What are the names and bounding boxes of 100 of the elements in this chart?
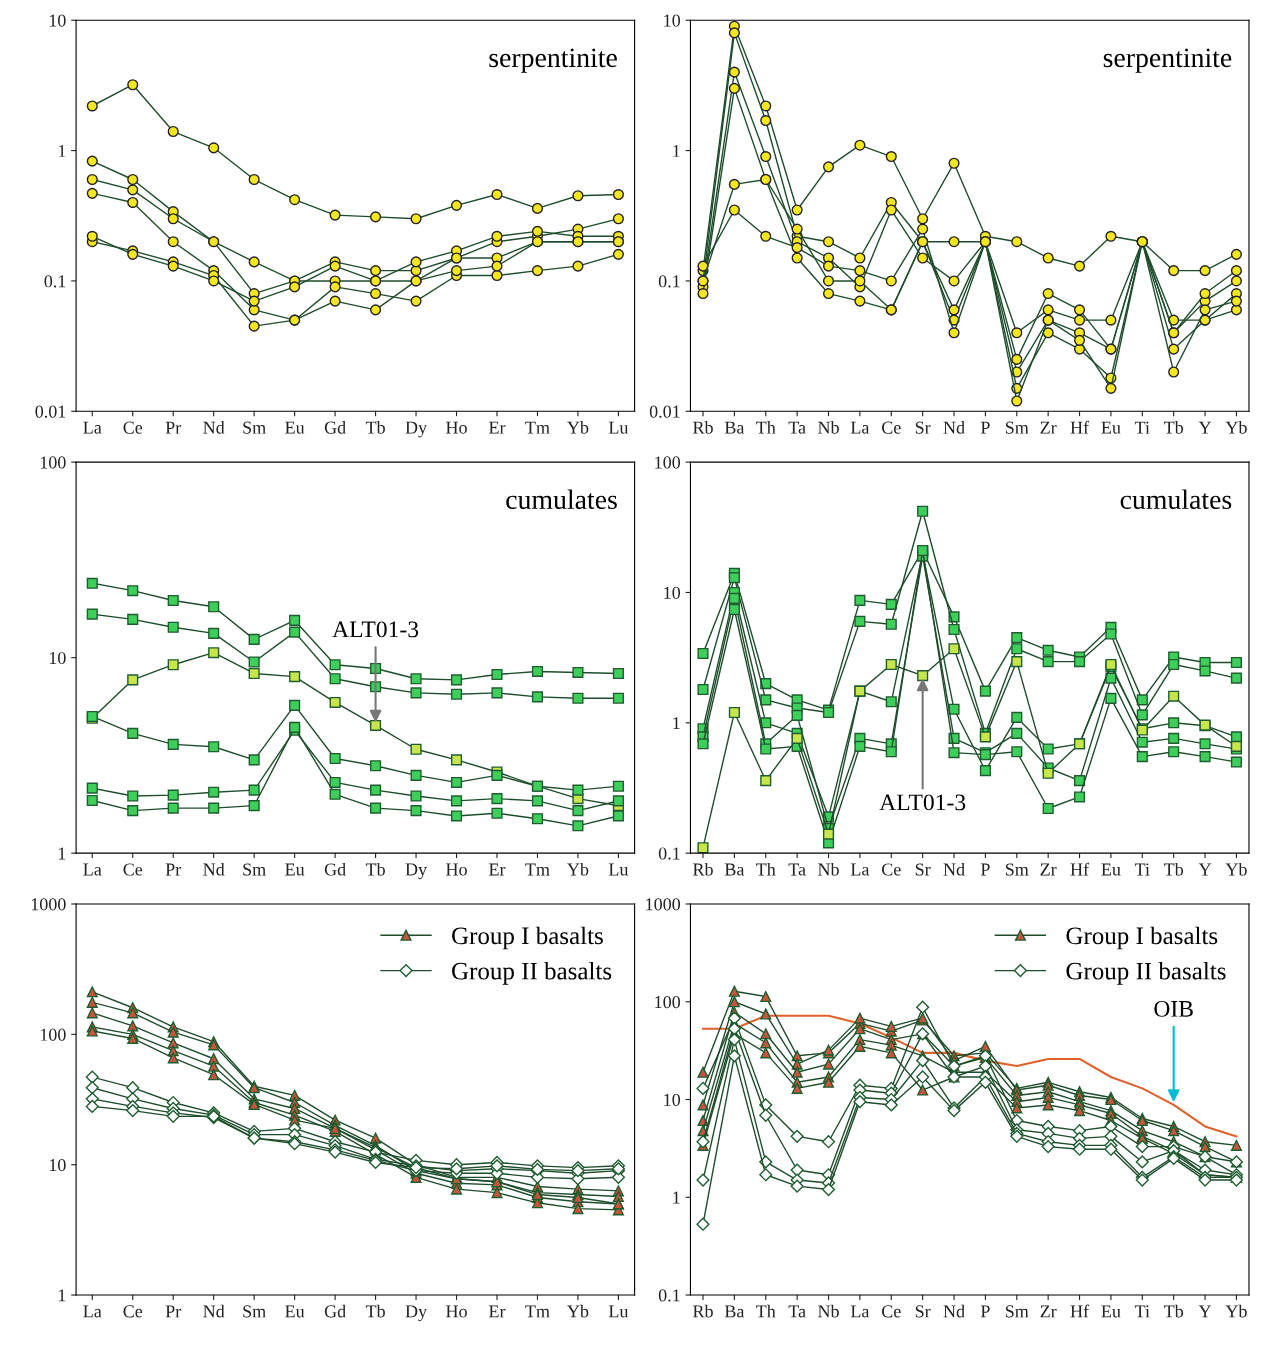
x-tick-label: Er xyxy=(489,421,506,434)
x-tick-label: Y xyxy=(1198,1305,1212,1318)
legend-label: Group II basalts xyxy=(1066,961,1226,985)
x-tick-label: Hf xyxy=(1070,1304,1090,1318)
x-tick-label: La xyxy=(83,421,102,434)
y-tick-label: 1 xyxy=(673,144,680,157)
y-tick-label: 1000 xyxy=(646,898,681,911)
x-tick-label: Eu xyxy=(285,421,305,434)
y-tick-label: 0.1 xyxy=(658,275,680,288)
y-tick-label: 10 xyxy=(664,586,681,599)
text: cumulates xyxy=(1120,489,1232,510)
x-tick-label: Yb xyxy=(1225,421,1247,434)
x-tick-label: Lu xyxy=(608,421,629,434)
x-tick-label: Ce xyxy=(881,421,901,434)
y-tick-label: 0.1 xyxy=(44,275,66,288)
x-tick-label: Sm xyxy=(1005,863,1029,876)
x-tick-label: Pr xyxy=(165,863,182,876)
y-tick-label: 10 xyxy=(49,1158,66,1172)
x-tick-label: P xyxy=(980,421,990,434)
x-tick-label: Eu xyxy=(285,863,305,876)
x-tick-label: Ho xyxy=(446,863,467,876)
x-tick-label: Zr xyxy=(1040,421,1057,434)
x-tick-label: Rb xyxy=(692,421,713,434)
x-tick-label: Sr xyxy=(915,421,931,434)
x-tick-label: Tb xyxy=(1163,862,1184,876)
x-tick-label: Eu xyxy=(1101,421,1121,434)
y-tick-label: 10 xyxy=(49,651,66,665)
x-tick-label: Yb xyxy=(1225,862,1247,876)
x-tick-label: Ho xyxy=(446,1305,467,1318)
annotation: OIB xyxy=(1154,1000,1193,1017)
x-tick-label: Dy xyxy=(405,421,428,438)
x-tick-label: Dy xyxy=(405,1305,428,1322)
x-tick-label: Ta xyxy=(788,1305,806,1318)
x-tick-label: P xyxy=(980,863,990,876)
x-tick-label: Sm xyxy=(1005,1305,1029,1318)
x-tick-label: Rb xyxy=(692,862,713,876)
x-tick-label: La xyxy=(850,1305,870,1318)
y-tick-label: 1 xyxy=(673,717,680,730)
x-tick-label: Y xyxy=(1198,863,1212,876)
x-tick-label: Ce xyxy=(123,421,143,434)
x-tick-label: Rb xyxy=(692,1304,713,1318)
x-tick-label: Tb xyxy=(365,862,385,876)
x-tick-label: Sm xyxy=(1005,421,1029,434)
x-tick-label: Nb xyxy=(818,862,839,876)
x-tick-label: Nd xyxy=(943,421,965,434)
y-tick-label: 0.01 xyxy=(649,405,680,418)
x-tick-label: Sr xyxy=(915,1305,931,1318)
x-tick-label: Yb xyxy=(567,421,589,434)
x-tick-label: Tb xyxy=(1163,421,1184,434)
x-tick-label: Ta xyxy=(788,863,806,876)
x-tick-label: Sm xyxy=(243,863,266,876)
y-tick-label: 100 xyxy=(40,456,66,469)
x-tick-label: Ce xyxy=(881,1305,901,1318)
x-tick-label: Y xyxy=(1198,421,1212,434)
y-tick-label: 1 xyxy=(58,144,66,157)
x-tick-label: Tm xyxy=(525,863,550,876)
x-tick-label: Yb xyxy=(1225,1304,1247,1318)
x-tick-label: Ce xyxy=(881,863,901,876)
x-tick-label: Nd xyxy=(943,1304,965,1318)
x-tick-label: Yb xyxy=(567,1304,589,1318)
x-tick-label: Zr xyxy=(1040,1305,1057,1318)
x-tick-label: Lu xyxy=(608,1305,629,1318)
x-tick-label: Nb xyxy=(818,421,839,434)
x-tick-label: Dy xyxy=(405,863,428,880)
x-tick-label: Hf xyxy=(1070,862,1090,876)
y-tick-label: 1000 xyxy=(31,898,66,911)
x-tick-label: Eu xyxy=(1101,863,1121,876)
legend-label: Group I basalts xyxy=(452,926,603,950)
annotation: ALT01-3 xyxy=(879,794,966,811)
x-tick-label: Th xyxy=(756,1304,776,1318)
legend-label: Group II basalts xyxy=(452,961,612,985)
x-tick-label: Pr xyxy=(165,421,182,434)
y-tick-label: 10 xyxy=(664,14,681,27)
x-tick-label: Lu xyxy=(608,863,629,876)
x-tick-label: Gd xyxy=(324,421,346,434)
x-tick-label: Ce xyxy=(123,863,143,876)
x-tick-label: Tm xyxy=(525,421,550,434)
y-tick-label: 0.1 xyxy=(658,1289,680,1302)
x-tick-label: Nd xyxy=(203,862,225,876)
annotation: ALT01-3 xyxy=(332,621,419,638)
x-tick-label: Ba xyxy=(724,421,745,434)
x-tick-label: La xyxy=(83,1305,102,1318)
x-tick-label: Ti xyxy=(1134,863,1150,876)
x-tick-label: Eu xyxy=(285,1305,305,1318)
x-tick-label: Ti xyxy=(1134,1305,1150,1318)
y-tick-label: 1 xyxy=(673,1191,680,1204)
y-tick-label: 100 xyxy=(655,456,681,469)
x-tick-label: Zr xyxy=(1040,863,1057,876)
x-tick-label: Yb xyxy=(567,862,589,876)
y-tick-label: 1 xyxy=(58,1289,66,1302)
x-tick-label: La xyxy=(850,421,870,434)
y-tick-label: 10 xyxy=(49,14,66,27)
x-tick-label: Tb xyxy=(365,1304,385,1318)
x-tick-label: Gd xyxy=(324,1304,346,1318)
y-tick-label: 0.01 xyxy=(35,405,66,418)
x-tick-label: Eu xyxy=(1101,1305,1121,1318)
x-tick-label: Nb xyxy=(818,1304,839,1318)
x-tick-label: Nd xyxy=(943,862,965,876)
y-tick-label: 100 xyxy=(40,1028,66,1041)
x-tick-label: Hf xyxy=(1070,420,1090,434)
